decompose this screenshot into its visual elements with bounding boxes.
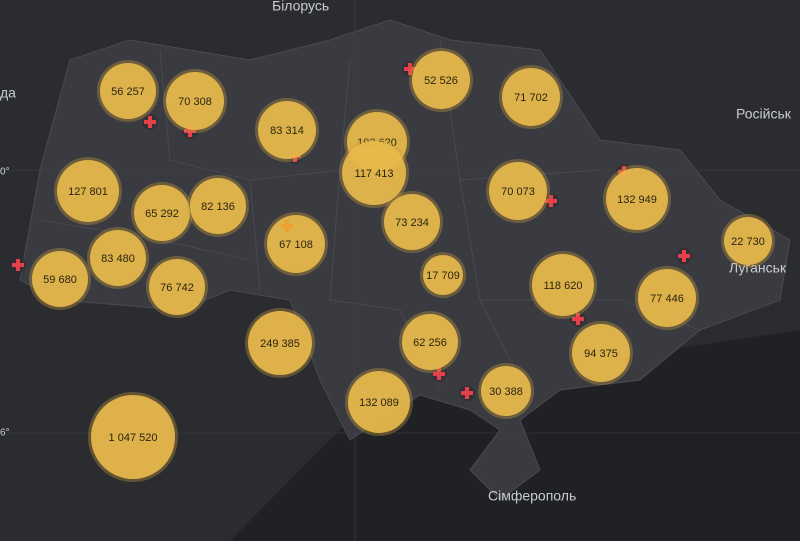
- bubble-label: 83 480: [101, 253, 135, 265]
- bubble-label: 132 949: [617, 194, 657, 206]
- cluster-bubble[interactable]: 70 073: [486, 159, 550, 223]
- cluster-bubble[interactable]: 83 314: [255, 98, 319, 162]
- cluster-bubble[interactable]: 59 680: [29, 248, 91, 310]
- bubble-label: 70 308: [178, 96, 212, 108]
- cluster-bubble[interactable]: 117 413: [339, 138, 409, 208]
- cluster-bubble[interactable]: 62 256: [399, 311, 461, 373]
- cluster-bubble[interactable]: 94 375: [569, 321, 633, 385]
- bubble-label: 82 136: [201, 201, 235, 213]
- bubble: [166, 72, 224, 130]
- country-label: Російськ: [736, 106, 792, 122]
- bubble: [724, 217, 772, 265]
- bubble: [32, 251, 88, 307]
- bubble: [423, 255, 463, 295]
- bubble: [91, 395, 175, 479]
- bubble: [100, 63, 156, 119]
- bubble-label: 73 234: [395, 217, 429, 229]
- bubble-label: 62 256: [413, 337, 447, 349]
- hospital-icon: [144, 116, 156, 128]
- cluster-bubble[interactable]: 82 136: [187, 175, 249, 237]
- bubble-label: 17 709: [426, 270, 460, 282]
- cluster-bubble[interactable]: 76 742: [146, 256, 208, 318]
- cluster-bubble[interactable]: 77 446: [635, 266, 699, 330]
- bubble: [481, 366, 531, 416]
- bubble-label: 67 108: [279, 239, 313, 251]
- hospital-icon: [184, 125, 196, 137]
- hospital-icon: [545, 195, 557, 207]
- bubble: [267, 215, 325, 273]
- bubble: [190, 178, 246, 234]
- latitude-label: 6°: [0, 428, 10, 439]
- hospital-icon: [678, 250, 690, 262]
- cluster-bubble[interactable]: 65 292: [131, 182, 193, 244]
- bubble-label: 118 620: [544, 280, 583, 292]
- bubble-label: 83 314: [270, 125, 304, 137]
- bubble: [149, 259, 205, 315]
- cluster-bubble[interactable]: 249 385: [245, 308, 315, 378]
- hospital-icon: [572, 313, 584, 325]
- bubble-label: 30 388: [489, 386, 523, 398]
- bubble: [402, 314, 458, 370]
- bubble-label: 132 089: [359, 397, 399, 409]
- bubble-label: 249 385: [260, 338, 300, 350]
- hospital-icon: [404, 63, 416, 75]
- bubble: [532, 254, 594, 316]
- hospital-icon: [12, 259, 24, 271]
- cluster-bubble[interactable]: 52 526: [409, 48, 473, 112]
- country-label: да: [0, 85, 16, 101]
- cluster-bubble[interactable]: 132 949: [603, 165, 671, 233]
- cluster-bubble[interactable]: 73 234: [381, 191, 443, 253]
- bubble: [384, 194, 440, 250]
- city-label: Сімферополь: [488, 488, 576, 504]
- bubble-label: 70 073: [501, 186, 535, 198]
- cluster-bubble[interactable]: 71 702: [499, 65, 563, 129]
- bubble-label: 56 257: [111, 86, 145, 98]
- cluster-bubble[interactable]: 1 047 520: [88, 392, 178, 482]
- bubble: [134, 185, 190, 241]
- latitude-label: 0°: [0, 167, 10, 178]
- bubble: [348, 371, 410, 433]
- bubble-label: 52 526: [424, 75, 458, 87]
- bubble: [248, 311, 312, 375]
- cluster-bubble[interactable]: 127 801: [54, 157, 122, 225]
- bubble: [412, 51, 470, 109]
- bubble-label: 71 702: [514, 92, 548, 104]
- cluster-bubble[interactable]: 67 108: [264, 212, 328, 276]
- bubble: [342, 141, 406, 205]
- bubble: [258, 101, 316, 159]
- bubble: [90, 230, 146, 286]
- hospital-icon: [461, 387, 473, 399]
- bubble: [57, 160, 119, 222]
- bubble: [502, 68, 560, 126]
- bubble-label: 65 292: [145, 208, 179, 220]
- bubble: [638, 269, 696, 327]
- bubble: [489, 162, 547, 220]
- hospital-icon: [433, 368, 445, 380]
- cluster-bubble[interactable]: 132 089: [345, 368, 413, 436]
- cluster-bubble[interactable]: 30 388: [478, 363, 534, 419]
- cluster-bubble[interactable]: 17 709: [420, 252, 466, 298]
- cluster-bubble[interactable]: 70 308: [163, 69, 227, 133]
- cluster-bubble[interactable]: 118 620: [529, 251, 597, 319]
- bubble-label: 127 801: [68, 186, 108, 198]
- bubble-label: 117 413: [355, 168, 394, 180]
- bubble-label: 1 047 520: [109, 432, 158, 444]
- bubble: [606, 168, 668, 230]
- country-label: Білорусь: [272, 0, 329, 14]
- bubble: [572, 324, 630, 382]
- bubble-label: 94 375: [584, 348, 618, 360]
- hospital-icon: [281, 220, 293, 232]
- bubble-label: 76 742: [160, 282, 194, 294]
- bubble-label: 59 680: [43, 274, 77, 286]
- bubble-label: 22 730: [731, 236, 765, 248]
- cluster-bubble[interactable]: 56 257: [97, 60, 159, 122]
- bubble-label: 77 446: [650, 293, 684, 305]
- cluster-bubble[interactable]: 83 480: [87, 227, 149, 289]
- cluster-bubble[interactable]: 22 730: [721, 214, 775, 268]
